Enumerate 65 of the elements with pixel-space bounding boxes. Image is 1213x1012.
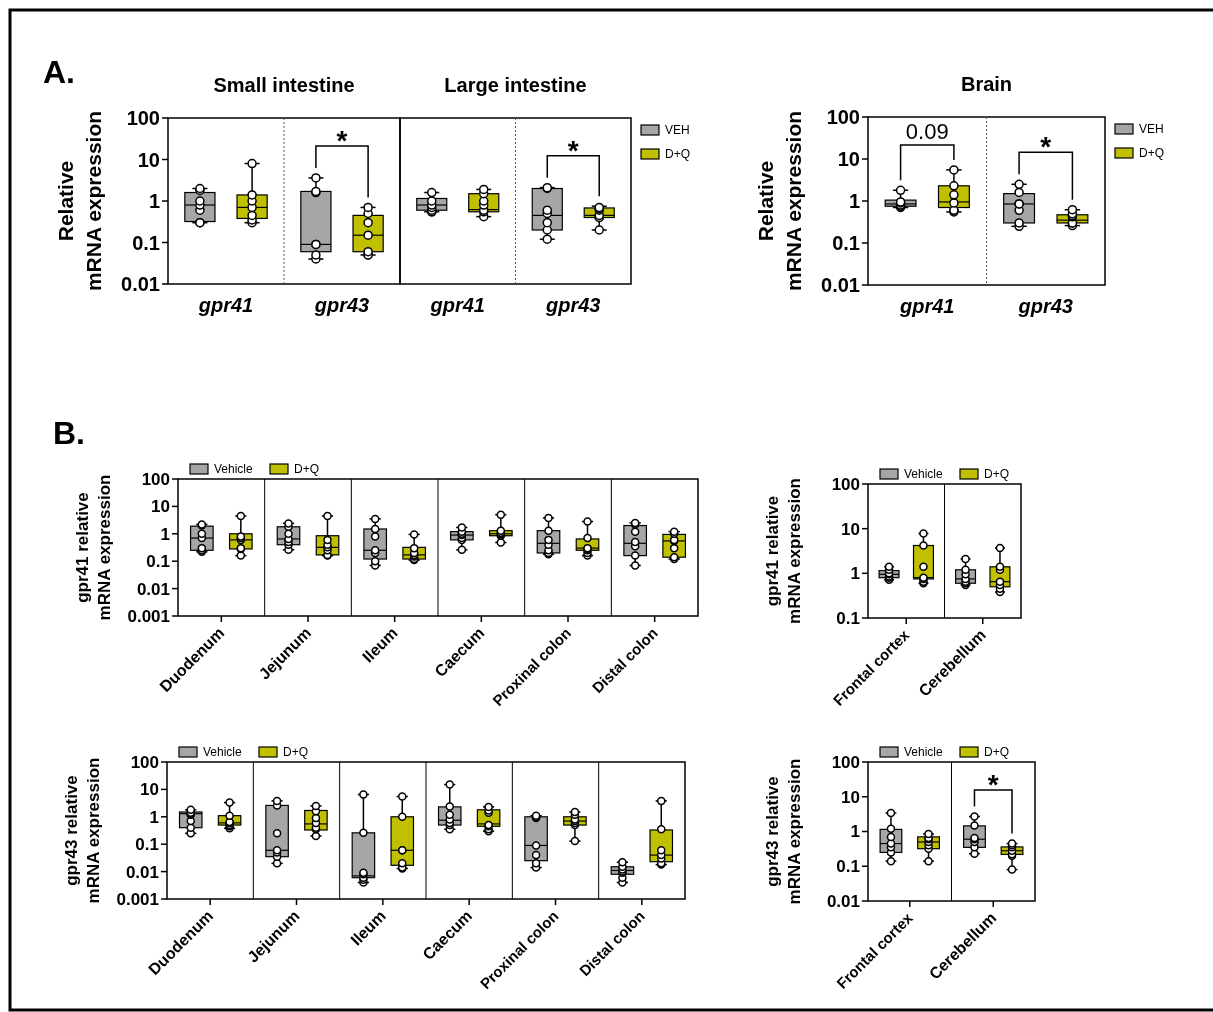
x-tick-label: gpr43 [545, 294, 601, 316]
annotation: * [336, 125, 348, 156]
text: B. [53, 415, 85, 451]
y-tick-label: 0.01 [125, 862, 159, 882]
y-tick-label: 1 [848, 190, 860, 212]
y-axis-title: gpr41 relative mRNA expression [73, 474, 114, 621]
y-tick-label: 0.001 [116, 889, 159, 909]
y-tick-label: 1 [149, 807, 159, 827]
legend-label: VEH [665, 123, 690, 138]
annotation: * [567, 134, 579, 166]
y-tick-label: 100 [141, 469, 170, 489]
legend-label: D+Q [665, 147, 691, 162]
y-tick-label: 0.01 [826, 891, 860, 911]
legend-label: D+Q [294, 462, 320, 477]
legend-label: D+Q [1139, 146, 1165, 161]
y-tick-label: 10 [841, 787, 860, 807]
legend-label: VEH [1139, 122, 1164, 137]
y-tick-label: 0.01 [821, 274, 860, 296]
y-tick-label: 0.01 [121, 273, 160, 295]
y-axis-title: gpr43 relative mRNA expression [763, 758, 804, 905]
annotation: * [1040, 131, 1052, 163]
text: A. [43, 54, 75, 90]
x-tick-label: gpr43 [1017, 295, 1073, 317]
chart-title: Small intestine [213, 74, 355, 96]
y-axis-title: gpr43 relative mRNA expression [62, 757, 103, 904]
x-tick-label: gpr41 [197, 294, 254, 316]
chart-title: Brain [960, 73, 1013, 95]
y-axis-title: Relative mRNA expression [54, 110, 105, 292]
y-tick-label: 10 [151, 497, 170, 517]
x-tick-label: gpr41 [899, 295, 955, 317]
y-tick-label: 1 [850, 564, 860, 584]
y-axis-title: gpr41 relative mRNA expression [763, 478, 804, 624]
y-tick-label: 1 [160, 524, 170, 544]
y-tick-label: 1 [850, 822, 860, 842]
y-tick-label: 10 [140, 780, 159, 800]
y-tick-label: 10 [841, 519, 860, 539]
y-tick-label: 100 [831, 752, 860, 772]
legend-label: Vehicle [203, 745, 243, 760]
y-tick-label: 0.001 [127, 606, 170, 626]
x-tick-label: gpr43 [313, 294, 370, 316]
x-tick-label: gpr41 [429, 294, 485, 316]
y-tick-label: 0.1 [836, 608, 860, 628]
legend-label: Vehicle [214, 462, 254, 477]
y-tick-label: 10 [837, 148, 860, 170]
y-tick-label: 0.1 [146, 552, 170, 572]
chart-title: Large intestine [444, 74, 587, 96]
annotation: 0.09 [905, 119, 949, 144]
legend-label: D+Q [984, 467, 1010, 482]
y-tick-label: 0.01 [136, 579, 170, 599]
legend-label: Vehicle [904, 745, 944, 760]
y-axis-title: Relative mRNA expression [754, 110, 805, 292]
y-tick-label: 0.1 [836, 857, 860, 877]
legend-label: D+Q [283, 745, 309, 760]
y-tick-label: 0.1 [132, 231, 160, 254]
y-tick-label: 100 [126, 107, 160, 129]
legend-label: D+Q [984, 745, 1010, 760]
y-tick-label: 0.1 [832, 232, 860, 254]
y-tick-label: 100 [130, 752, 159, 772]
y-tick-label: 1 [148, 190, 160, 212]
annotation: * [987, 769, 999, 800]
y-tick-label: 10 [137, 148, 160, 171]
y-tick-label: 100 [826, 106, 860, 128]
y-tick-label: 0.1 [135, 835, 159, 855]
y-tick-label: 100 [831, 474, 860, 494]
legend-label: Vehicle [904, 467, 944, 482]
